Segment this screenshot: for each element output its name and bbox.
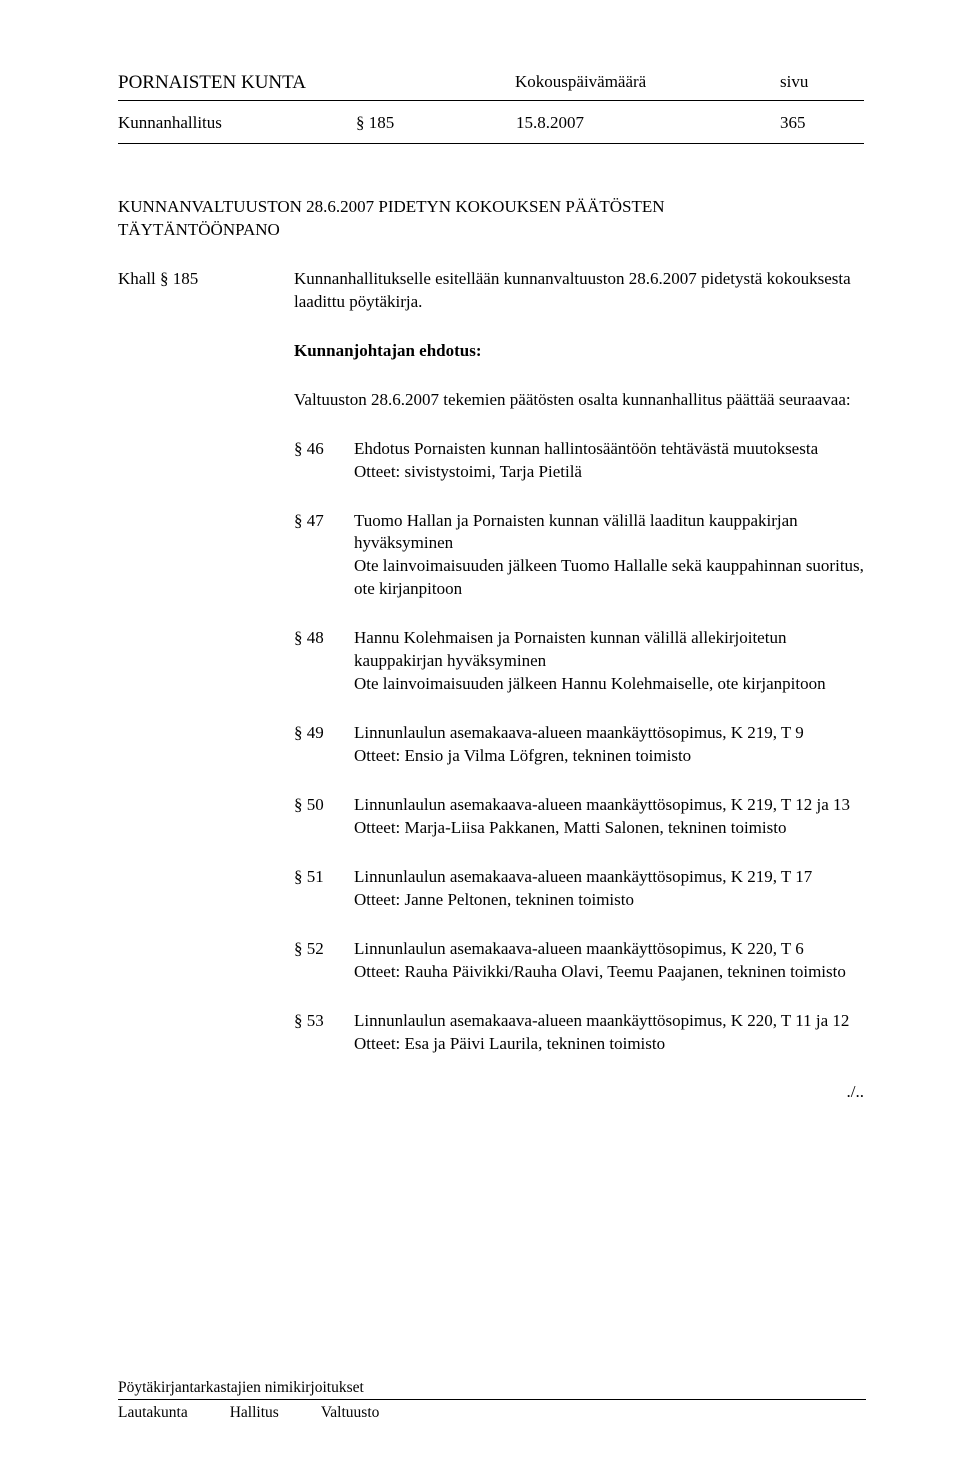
- footer-col-1: Lautakunta: [118, 1404, 188, 1422]
- title-line-1: KUNNANVALTUUSTON 28.6.2007 PIDETYN KOKOU…: [118, 196, 864, 219]
- page-footer: Pöytäkirjantarkastajien nimikirjoitukset…: [118, 1379, 866, 1422]
- footer-col-2: Hallitus: [230, 1404, 279, 1422]
- section-item-body: Linnunlaulun asemakaava-alueen maankäytt…: [354, 722, 864, 768]
- section-item-number: § 46: [294, 438, 354, 484]
- org-name: PORNAISTEN KUNTA: [118, 72, 306, 94]
- section-item-body: Linnunlaulun asemakaava-alueen maankäytt…: [354, 1010, 864, 1056]
- header-rule: [118, 100, 864, 101]
- meeting-date-label: Kokouspäivämäärä: [515, 72, 646, 92]
- meeting-date: 15.8.2007: [516, 113, 584, 133]
- footer-columns: Lautakunta Hallitus Valtuusto: [118, 1404, 866, 1422]
- intro-row: Khall § 185 Kunnanhallitukselle esitellä…: [118, 268, 864, 314]
- section-item-number: § 51: [294, 866, 354, 912]
- body-name: Kunnanhallitus: [118, 113, 222, 133]
- intro-text: Kunnanhallitukselle esitellään kunnanval…: [294, 268, 864, 314]
- page-number: 365: [780, 113, 806, 133]
- section-item: § 53Linnunlaulun asemakaava-alueen maank…: [294, 1010, 864, 1056]
- items-list: § 46Ehdotus Pornaisten kunnan hallintosä…: [294, 438, 864, 1056]
- section-item-body: Linnunlaulun asemakaava-alueen maankäytt…: [354, 794, 864, 840]
- section-item: § 46Ehdotus Pornaisten kunnan hallintosä…: [294, 438, 864, 484]
- section-item-body: Linnunlaulun asemakaava-alueen maankäytt…: [354, 938, 864, 984]
- section-item: § 50Linnunlaulun asemakaava-alueen maank…: [294, 794, 864, 840]
- title-line-2: TÄYTÄNTÖÖNPANO: [118, 219, 864, 242]
- section-number: § 185: [356, 113, 394, 133]
- section-item-body: Linnunlaulun asemakaava-alueen maankäytt…: [354, 866, 864, 912]
- subheader-row: Kunnanhallitus § 185 15.8.2007 365: [118, 113, 864, 133]
- section-item: § 51Linnunlaulun asemakaava-alueen maank…: [294, 866, 864, 912]
- section-item-number: § 52: [294, 938, 354, 984]
- section-item-body: Hannu Kolehmaisen ja Pornaisten kunnan v…: [354, 627, 864, 696]
- content-block: Kunnanjohtajan ehdotus: Valtuuston 28.6.…: [294, 340, 864, 1105]
- section-item: § 49Linnunlaulun asemakaava-alueen maank…: [294, 722, 864, 768]
- footer-col-3: Valtuusto: [321, 1404, 380, 1422]
- section-item-number: § 47: [294, 510, 354, 602]
- continuation-mark: ./..: [294, 1081, 864, 1104]
- council-line: Valtuuston 28.6.2007 tekemien päätösten …: [294, 389, 864, 412]
- section-item-number: § 49: [294, 722, 354, 768]
- page-header: PORNAISTEN KUNTA Kokouspäivämäärä sivu: [118, 72, 864, 94]
- section-item-number: § 48: [294, 627, 354, 696]
- section-item: § 47Tuomo Hallan ja Pornaisten kunnan vä…: [294, 510, 864, 602]
- section-item-number: § 53: [294, 1010, 354, 1056]
- proposal-heading: Kunnanjohtajan ehdotus:: [294, 340, 864, 363]
- intro-label: Khall § 185: [118, 268, 294, 314]
- section-item-body: Ehdotus Pornaisten kunnan hallintosääntö…: [354, 438, 864, 484]
- section-item: § 52Linnunlaulun asemakaava-alueen maank…: [294, 938, 864, 984]
- footer-signatures-label: Pöytäkirjantarkastajien nimikirjoitukset: [118, 1379, 866, 1400]
- section-item: § 48Hannu Kolehmaisen ja Pornaisten kunn…: [294, 627, 864, 696]
- section-item-number: § 50: [294, 794, 354, 840]
- section-item-body: Tuomo Hallan ja Pornaisten kunnan välill…: [354, 510, 864, 602]
- document-title: KUNNANVALTUUSTON 28.6.2007 PIDETYN KOKOU…: [118, 196, 864, 242]
- page-label: sivu: [780, 72, 808, 92]
- subheader-rule: [118, 143, 864, 144]
